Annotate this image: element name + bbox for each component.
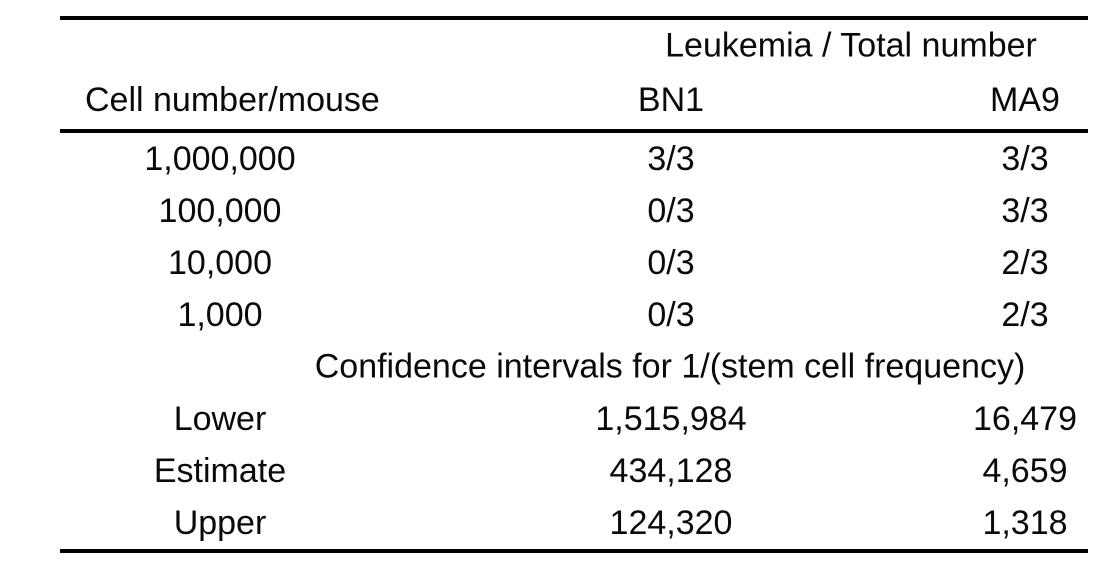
bottom-rule [60, 549, 1088, 553]
limiting-dilution-table: Leukemia / Total number Cell number/mous… [60, 16, 1088, 553]
ci-label-cell: Upper [173, 503, 267, 542]
table-row: Upper 124,320 1,318 [60, 497, 1088, 549]
ma9-cell: 4,659 [982, 451, 1068, 490]
column-header-cell-number-mouse: Cell number/mouse [85, 81, 380, 119]
span-header-row: Leukemia / Total number [60, 20, 1088, 72]
table-row: Lower 1,515,984 16,479 [60, 393, 1088, 445]
dose-cell: 10,000 [168, 243, 272, 282]
table-row: 1,000,000 3/3 3/3 [60, 133, 1088, 185]
column-header-row: Cell number/mouse BN1 MA9 [60, 72, 1088, 129]
bn1-cell: 3/3 [647, 139, 695, 178]
bn1-cell: 0/3 [647, 243, 695, 282]
bn1-cell: 1,515,984 [595, 399, 747, 438]
dose-cell: 100,000 [158, 191, 282, 230]
table-row: Estimate 434,128 4,659 [60, 445, 1088, 497]
table-row: 1,000 0/3 2/3 [60, 289, 1088, 341]
ma9-cell: 1,318 [982, 503, 1068, 542]
table-row: 10,000 0/3 2/3 [60, 237, 1088, 289]
ma9-cell: 3/3 [1001, 139, 1049, 178]
table-row: 100,000 0/3 3/3 [60, 185, 1088, 237]
dose-cell: 1,000 [177, 295, 263, 334]
ci-section-header: Confidence intervals for 1/(stem cell fr… [314, 347, 1026, 386]
ci-label-cell: Lower [173, 399, 267, 438]
bn1-cell: 0/3 [647, 191, 695, 230]
ma9-cell: 2/3 [1001, 295, 1049, 334]
bn1-cell: 434,128 [609, 451, 733, 490]
column-header-ma9: MA9 [990, 81, 1060, 119]
ci-label-cell: Estimate [153, 451, 287, 490]
ma9-cell: 2/3 [1001, 243, 1049, 282]
bn1-cell: 0/3 [647, 295, 695, 334]
ci-header-row: Confidence intervals for 1/(stem cell fr… [60, 341, 1088, 393]
mid-rule [60, 129, 1088, 133]
span-header-leukemia-total: Leukemia / Total number [665, 26, 1037, 65]
ma9-cell: 16,479 [973, 399, 1077, 438]
ma9-cell: 3/3 [1001, 191, 1049, 230]
top-rule [60, 16, 1088, 20]
column-header-bn1: BN1 [637, 81, 705, 119]
dose-cell: 1,000,000 [144, 139, 296, 178]
bn1-cell: 124,320 [609, 503, 733, 542]
